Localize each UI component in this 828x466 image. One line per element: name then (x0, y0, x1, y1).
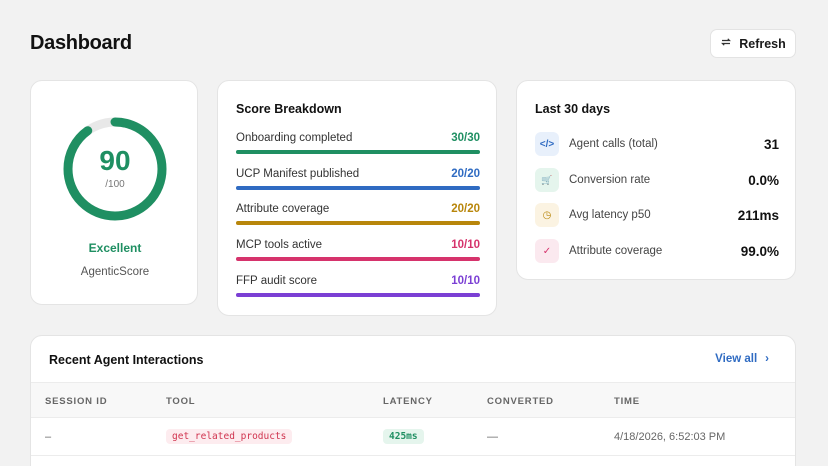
chevron-right-icon: › (765, 353, 769, 365)
interactions-card: Recent Agent Interactions View all › SES… (30, 335, 796, 466)
score-breakdown-card: Score Breakdown Onboarding completed 30/3… (217, 80, 497, 316)
breakdown-row: MCP tools active 10/10 (236, 239, 480, 263)
view-all-link[interactable]: View all › (715, 353, 769, 365)
stat-row: 🛒 Conversion rate 0.0% (535, 168, 779, 192)
stat-label: Agent calls (total) (569, 138, 658, 150)
score-gauge-arc (63, 117, 167, 221)
stat-row: ◷ Avg latency p50 211ms (535, 203, 779, 227)
breakdown-value: 30/30 (451, 132, 480, 144)
tool-badge: get_related_products (166, 429, 293, 444)
breakdown-label: MCP tools active (236, 239, 323, 251)
stat-label: Conversion rate (569, 174, 651, 186)
column-header-converted: CONVERTED (487, 396, 554, 407)
column-header-time: TIME (614, 396, 640, 407)
stats-card: Last 30 days </> Agent calls (total) 31 🛒 Co… (516, 80, 796, 280)
column-header-session: SESSION ID (45, 396, 108, 407)
table-row[interactable]: – get_related_products 425ms — 4/18/2026… (31, 418, 795, 456)
breakdown-title: Score Breakdown (236, 102, 342, 116)
stat-value: 0.0% (748, 172, 779, 188)
interactions-title: Recent Agent Interactions (49, 353, 204, 367)
stat-row: </> Agent calls (total) 31 (535, 132, 779, 156)
breakdown-row: FFP audit score 10/10 (236, 275, 480, 299)
breakdown-label: FFP audit score (236, 275, 317, 287)
score-gauge (63, 117, 167, 221)
stat-value: 211ms (737, 207, 779, 223)
score-rating: Excellent (88, 241, 142, 255)
cart-icon: 🛒 (535, 168, 559, 192)
session-id-cell: – (45, 431, 52, 443)
refresh-label: Refresh (739, 36, 786, 51)
breakdown-bar-fill (236, 150, 480, 154)
breakdown-bar-fill (236, 221, 480, 225)
breakdown-row: UCP Manifest published 20/20 (236, 168, 480, 192)
stat-label: Attribute coverage (569, 245, 663, 257)
stat-label: Avg latency p50 (569, 209, 651, 221)
latency-badge: 425ms (383, 429, 424, 444)
stat-row: ✓ Attribute coverage 99.0% (535, 239, 779, 263)
breakdown-label: Onboarding completed (236, 132, 353, 144)
breakdown-label: UCP Manifest published (236, 168, 360, 180)
column-header-tool: TOOL (166, 396, 196, 407)
converted-cell: — (487, 431, 498, 443)
view-all-label: View all (715, 353, 758, 365)
breakdown-value: 10/10 (451, 239, 480, 251)
breakdown-bar-track (236, 293, 480, 297)
breakdown-label: Attribute coverage (236, 203, 330, 215)
score-value: 90 (99, 145, 131, 176)
stat-value: 99.0% (740, 243, 779, 259)
page-title: Dashboard (30, 32, 132, 54)
breakdown-bar-fill (236, 257, 480, 261)
breakdown-bar-track (236, 186, 480, 190)
breakdown-row: Onboarding completed 30/30 (236, 132, 480, 156)
breakdown-bar-track (236, 257, 480, 261)
check-circle-icon: ✓ (535, 239, 559, 263)
breakdown-bar-track (236, 150, 480, 154)
breakdown-value: 10/10 (451, 275, 480, 287)
stat-value: 31 (763, 136, 779, 152)
breakdown-bar-track (236, 221, 480, 225)
refresh-button[interactable]: Refresh (710, 29, 796, 58)
breakdown-value: 20/20 (451, 203, 480, 215)
refresh-icon (720, 36, 732, 51)
breakdown-value: 20/20 (451, 168, 480, 180)
score-caption: AgenticScore (80, 266, 150, 278)
column-header-latency: LATENCY (383, 396, 433, 407)
clock-icon: ◷ (535, 203, 559, 227)
score-card: 90 /100 Excellent AgenticScore (30, 80, 198, 305)
breakdown-row: Attribute coverage 20/20 (236, 203, 480, 227)
score-max: /100 (105, 179, 125, 190)
code-icon: </> (535, 132, 559, 156)
time-cell: 4/18/2026, 6:52:03 PM (614, 431, 726, 443)
table-header: SESSION ID TOOL LATENCY CONVERTED TIME (31, 382, 795, 418)
breakdown-bar-fill (236, 293, 480, 297)
stats-title: Last 30 days (535, 102, 611, 116)
breakdown-bar-fill (236, 186, 480, 190)
